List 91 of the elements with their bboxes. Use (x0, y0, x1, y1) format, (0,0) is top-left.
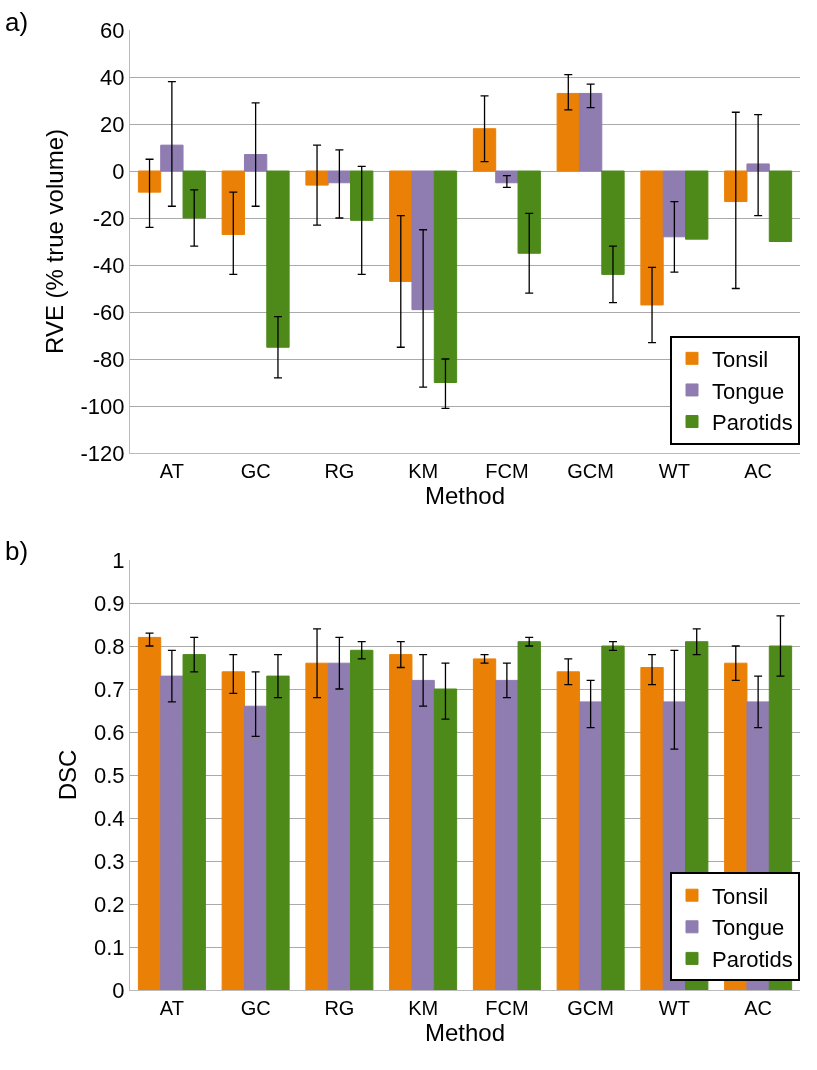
bar (350, 170, 374, 221)
y-tick-label: -40 (92, 252, 125, 278)
bar (160, 675, 184, 990)
bar (724, 170, 748, 203)
bar (578, 701, 603, 990)
bar (495, 679, 519, 990)
x-tick-label: FCM (485, 460, 529, 482)
x-tick-label: AT (159, 997, 184, 1019)
y-tick-label: -100 (80, 393, 125, 419)
bar (768, 170, 793, 242)
bar (305, 662, 329, 990)
x-axis-title: Method (424, 482, 506, 510)
y-tick-label: -60 (92, 299, 125, 325)
bar (517, 170, 541, 254)
bar (327, 662, 352, 990)
y-tick-label: 0.6 (94, 719, 125, 745)
bar (221, 170, 245, 235)
bar (411, 679, 435, 990)
y-tick-label: 0.2 (94, 891, 125, 917)
legend-label: Tongue (712, 378, 785, 404)
bar (601, 170, 625, 275)
text: a) (5, 7, 29, 37)
x-tick-label: WT (658, 460, 690, 482)
bar (266, 170, 290, 348)
y-tick-label: 0.9 (94, 590, 125, 616)
y-tick-label: 0.8 (94, 633, 125, 659)
x-tick-label: RG (324, 460, 355, 482)
bar (160, 144, 184, 172)
bar (662, 170, 687, 238)
bar (266, 675, 290, 990)
y-tick-label: 20 (100, 111, 125, 137)
x-tick-label: KM (408, 997, 439, 1019)
bar (243, 705, 268, 990)
bar (640, 667, 664, 990)
y-tick-label: 0.5 (94, 762, 125, 788)
y-tick-label: 40 (100, 64, 125, 90)
x-axis-title: Method (424, 1019, 506, 1047)
y-tick-label: -80 (92, 346, 125, 372)
y-tick-label: 1 (112, 547, 125, 573)
x-tick-label: GC (240, 460, 271, 482)
x-tick-label: GCM (567, 997, 614, 1019)
legend-label: Parotids (712, 946, 793, 972)
text: b) (5, 536, 29, 566)
bar (472, 128, 497, 172)
x-tick-label: WT (658, 997, 690, 1019)
x-tick-label: AT (159, 460, 184, 482)
y-tick-label: 0.4 (94, 805, 125, 831)
bar (327, 170, 352, 184)
bar (746, 163, 770, 172)
bar (182, 170, 206, 219)
legend-label: Tongue (712, 915, 785, 941)
bar (350, 649, 374, 990)
x-tick-label: GCM (567, 460, 614, 482)
bar (640, 170, 664, 306)
x-tick-label: KM (408, 460, 439, 482)
x-tick-label: AC (744, 460, 773, 482)
y-tick-label: 0 (112, 158, 125, 184)
bar (433, 170, 458, 383)
y-tick-label: 0.1 (94, 934, 125, 960)
y-tick-label: -20 (92, 205, 125, 231)
bar (411, 170, 435, 311)
bar (305, 170, 329, 186)
y-tick-label: 0.3 (94, 848, 125, 874)
x-tick-label: RG (324, 997, 355, 1019)
bar (137, 636, 162, 990)
bar (578, 92, 603, 172)
bar (433, 688, 458, 990)
y-tick-label: -120 (80, 440, 125, 466)
legend-label: Parotids (712, 410, 793, 436)
bar (685, 170, 709, 240)
y-tick-label: 0 (112, 977, 125, 1003)
bar (243, 154, 268, 172)
x-tick-label: FCM (485, 997, 529, 1019)
y-axis-title: RVE (% true volume) (40, 129, 68, 354)
y-axis-title: DSC (54, 749, 82, 801)
bar (601, 645, 625, 990)
bar (556, 92, 580, 172)
bar (389, 654, 413, 990)
x-tick-label: AC (744, 997, 773, 1019)
bar (472, 658, 497, 990)
bar (556, 671, 580, 990)
bar (389, 170, 413, 282)
legend-label: Tonsil (712, 346, 769, 372)
y-tick-label: 0.7 (94, 676, 125, 702)
x-tick-label: GC (240, 997, 271, 1019)
bar (221, 671, 245, 990)
bar (137, 170, 162, 193)
y-tick-label: 60 (100, 17, 125, 43)
legend-label: Tonsil (712, 883, 769, 909)
bar (182, 654, 206, 990)
bar (517, 641, 541, 990)
